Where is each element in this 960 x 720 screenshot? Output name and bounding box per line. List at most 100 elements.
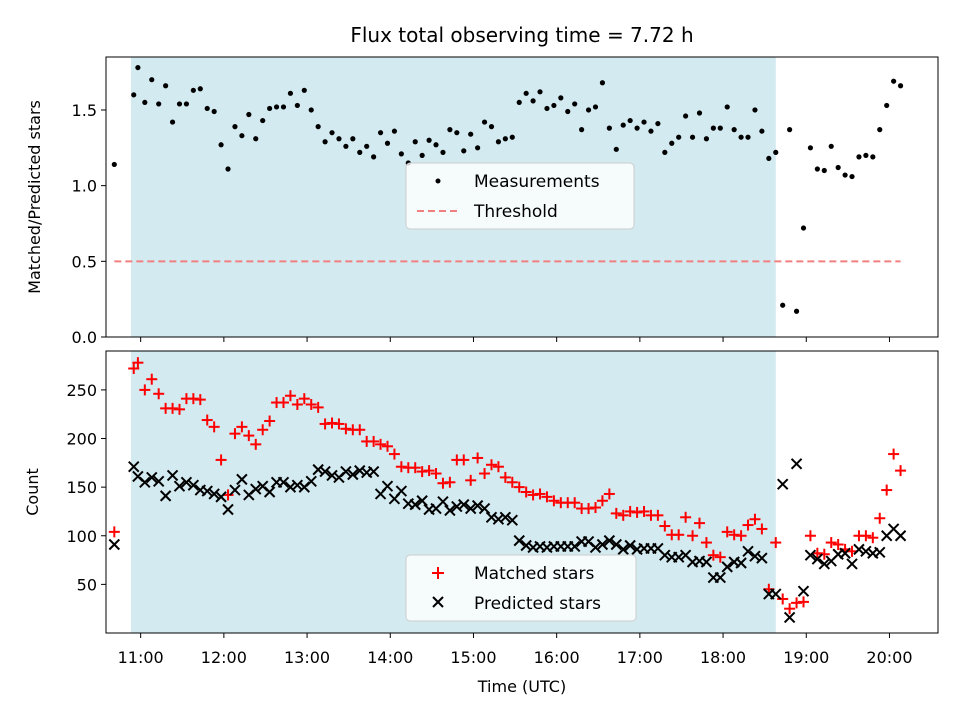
- matched-stars-point: [895, 465, 907, 477]
- matched-stars-point: [534, 488, 546, 500]
- matched-stars-point: [652, 509, 664, 521]
- predicted-stars-point: [173, 480, 186, 492]
- y-tick-label: 250: [66, 381, 97, 400]
- measurements-point: [683, 113, 689, 119]
- predicted-stars-point: [319, 465, 331, 478]
- measurements-point: [724, 104, 730, 110]
- matched-stars-point: [430, 468, 442, 480]
- matched-stars-point: [756, 523, 768, 535]
- matched-stars-point: [479, 468, 491, 480]
- measurements-point: [211, 108, 217, 115]
- measurements-point: [537, 89, 543, 95]
- x-tick-label: 14:00: [367, 648, 413, 667]
- measurements-point: [585, 107, 592, 113]
- predicted-stars-point: [492, 513, 505, 525]
- measurements-point: [627, 117, 633, 124]
- measurements-point: [544, 105, 550, 112]
- measurements-point: [495, 139, 502, 145]
- predicted-stars-point: [700, 556, 713, 568]
- measurements-point: [800, 225, 807, 231]
- matched-stars-point: [284, 390, 296, 402]
- measurements-point: [131, 92, 137, 98]
- predicted-stars-point: [326, 469, 338, 482]
- measurements-point: [197, 86, 203, 92]
- matched-stars-point: [215, 454, 227, 466]
- measurements-point: [565, 108, 571, 115]
- matched-stars-point: [825, 537, 837, 549]
- matched-stars-point: [409, 462, 421, 474]
- legend-label-threshold: Threshold: [473, 202, 558, 222]
- measurements-point: [676, 134, 682, 140]
- measurements-point: [592, 104, 599, 110]
- matched-stars-point: [673, 529, 685, 541]
- measurements-point: [447, 127, 453, 133]
- matched-stars-point: [153, 388, 165, 400]
- matched-stars-point: [236, 421, 248, 433]
- matched-stars-point: [832, 539, 844, 551]
- measurements-point: [135, 64, 141, 71]
- matched-stars-point: [381, 440, 393, 452]
- measurements-point: [828, 143, 834, 149]
- matched-stars-point: [659, 520, 671, 532]
- predicted-stars-point: [659, 549, 671, 561]
- matched-stars-point: [354, 424, 366, 436]
- predicted-stars-point: [617, 543, 629, 556]
- x-tick-label: 16:00: [534, 648, 580, 667]
- measurements-point: [426, 137, 432, 143]
- predicted-stars-point: [208, 488, 220, 500]
- y-tick-label: 50: [77, 575, 97, 594]
- measurements-point: [787, 127, 793, 133]
- matched-stars-point: [250, 438, 262, 450]
- matched-stars-point: [693, 517, 705, 529]
- y-tick-label: 0.5: [72, 252, 97, 271]
- y-tick-label: 1.0: [72, 177, 97, 196]
- predicted-stars-point: [797, 585, 810, 597]
- matched-stars-point: [818, 548, 830, 560]
- matched-stars-point: [201, 414, 213, 426]
- matched-stars-point: [173, 403, 185, 415]
- predicted-stars-point: [499, 511, 512, 523]
- measurements-point: [870, 154, 876, 160]
- predicted-stars-point: [783, 611, 796, 624]
- measurements-point: [218, 142, 224, 148]
- measurements-point: [766, 155, 772, 162]
- measurements-point: [475, 145, 481, 151]
- matched-stars-point: [874, 512, 886, 524]
- matched-stars-point: [506, 476, 518, 488]
- predicted-stars-point: [312, 463, 324, 476]
- bottom-y-axis-label: Count: [23, 468, 42, 516]
- measurements-point: [655, 120, 661, 127]
- x-tick-label: 13:00: [284, 648, 330, 667]
- measurements-point: [599, 80, 606, 86]
- predicted-stars-point: [250, 483, 262, 495]
- matched-stars-point: [513, 481, 525, 493]
- predicted-stars-point: [409, 498, 421, 511]
- measurements-point: [780, 302, 786, 308]
- measurements-point: [357, 149, 363, 155]
- predicted-stars-point: [749, 550, 761, 562]
- matched-stars-point: [139, 384, 151, 396]
- predicted-stars-point: [277, 476, 290, 488]
- matched-stars-point: [520, 486, 532, 498]
- y-tick-label: 150: [66, 478, 97, 497]
- measurements-point: [842, 172, 848, 178]
- measurements-point: [773, 149, 779, 155]
- x-tick-label: 15:00: [450, 648, 496, 667]
- matched-stars-point: [569, 497, 581, 509]
- measurements-point: [176, 101, 183, 107]
- predicted-stars-point: [416, 495, 428, 507]
- measurements-point: [516, 99, 522, 106]
- measurements-point: [835, 164, 841, 171]
- matched-stars-point: [638, 505, 650, 517]
- x-axis-label: Time (UTC): [477, 677, 566, 696]
- measurements-point: [662, 149, 668, 155]
- matched-stars-point: [208, 421, 220, 433]
- measurements-point: [169, 119, 176, 125]
- matched-stars-point: [797, 596, 809, 608]
- matched-stars-point: [485, 459, 497, 471]
- bottom-x-ticks: 11:00 12:00 13:00 14:00 15:00 16:00 17:00 18:00…: [118, 633, 913, 667]
- predicted-stars-point: [305, 475, 317, 488]
- measurements-point: [488, 124, 495, 130]
- predicted-stars-point: [291, 479, 304, 491]
- predicted-stars-point: [437, 496, 449, 508]
